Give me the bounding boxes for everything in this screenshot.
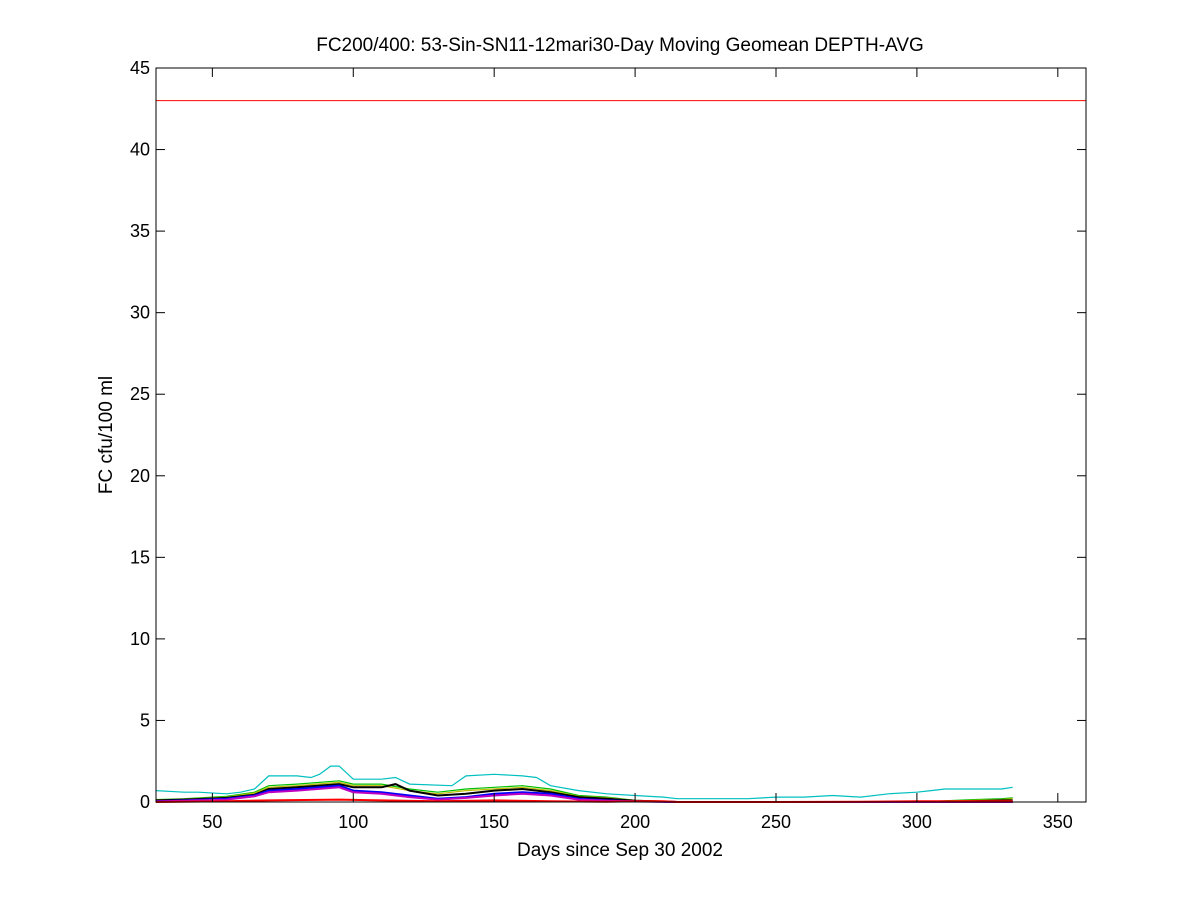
x-tick-label: 250 (761, 812, 791, 832)
y-axis: 0 5 10 15 20 25 30 35 40 45 (130, 58, 1086, 812)
y-tick-label: 25 (130, 384, 150, 404)
x-tick-label: 300 (902, 812, 932, 832)
y-tick-label: 45 (130, 58, 150, 78)
x-tick-label: 200 (620, 812, 650, 832)
x-tick-label: 100 (338, 812, 368, 832)
x-axis: 50 100 150 200 250 300 350 (202, 68, 1073, 832)
x-tick-label: 350 (1043, 812, 1073, 832)
y-tick-label: 0 (140, 792, 150, 812)
y-tick-label: 15 (130, 547, 150, 567)
y-tick-label: 5 (140, 710, 150, 730)
x-axis-label: Days since Sep 30 2002 (517, 840, 723, 861)
y-tick-label: 40 (130, 140, 150, 160)
y-axis-label: FC cfu/100 ml (96, 376, 117, 494)
x-tick-label: 150 (479, 812, 509, 832)
chart-title: FC200/400: 53-Sin-SN11-12mari30-Day Movi… (316, 35, 924, 56)
y-tick-label: 20 (130, 466, 150, 486)
y-tick-label: 35 (130, 221, 150, 241)
y-tick-label: 10 (130, 629, 150, 649)
y-tick-label: 30 (130, 303, 150, 323)
series-line-1 (155, 765, 1013, 800)
axes-box (155, 67, 1087, 803)
x-tick-label: 50 (202, 812, 222, 832)
